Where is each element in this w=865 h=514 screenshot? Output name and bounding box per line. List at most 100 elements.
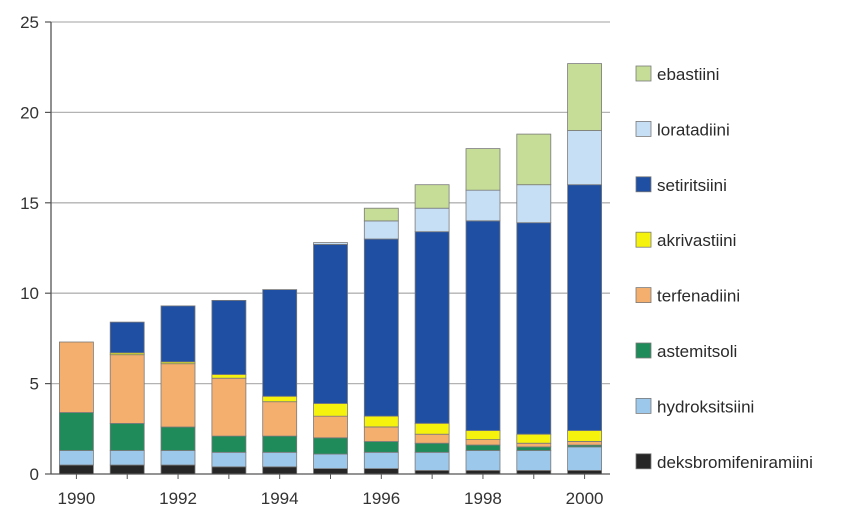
bar-segment (313, 453, 348, 470)
bar-segment (465, 430, 501, 441)
bar-segment (567, 63, 602, 131)
bar-segment (262, 466, 298, 475)
bar-segment (313, 468, 348, 475)
x-axis-ticks: 1990 1992 1994 1996 1998 2000 (57, 474, 604, 508)
bar-segment (262, 401, 298, 437)
y-tick-label: 20 (20, 103, 39, 122)
legend-label: setiritsiini (657, 176, 727, 195)
y-tick-label: 15 (20, 194, 39, 213)
bar-segment (211, 451, 247, 468)
bar-segment (516, 184, 552, 224)
legend-label: hydroksitsiini (657, 397, 754, 416)
bar-segment (109, 321, 145, 354)
bar-segment (313, 403, 348, 417)
bar-segment (211, 299, 247, 375)
bar-segment (465, 450, 501, 471)
bar-segment (313, 243, 348, 404)
bar-segment (465, 220, 501, 431)
legend-swatch (635, 65, 652, 82)
bar-segment (414, 442, 450, 453)
bar-segment (109, 464, 145, 475)
y-axis-ticks: 0 5 10 15 20 25 (20, 13, 51, 484)
bar-segment (516, 450, 552, 471)
bar-segment (59, 412, 94, 451)
bar-segment (109, 354, 145, 424)
bar-segment (59, 341, 94, 413)
bar-segment (262, 451, 298, 468)
bar-segment (516, 446, 552, 451)
bar-segment (363, 451, 399, 469)
bar-segment (160, 450, 196, 466)
legend-label: loratadiini (657, 120, 730, 139)
legend-swatch (635, 121, 652, 137)
bar-segment (516, 442, 552, 448)
bar-segment (465, 189, 501, 222)
bar-segment (160, 426, 196, 451)
bar-segment (211, 435, 247, 453)
legend-swatch (635, 397, 652, 414)
bar-segment (363, 426, 399, 442)
y-tick-label: 25 (20, 13, 39, 32)
bar-segment (211, 466, 247, 475)
x-tick-label: 1998 (464, 489, 502, 508)
bars (59, 63, 602, 475)
bar-segment (567, 446, 602, 471)
legend-swatch (635, 176, 652, 193)
bar-segment (465, 148, 501, 191)
bar-segment (567, 430, 602, 442)
legend-label: ebastiini (657, 65, 719, 84)
bar-segment (160, 363, 196, 428)
bar-segment (313, 437, 348, 455)
bar-segment (109, 422, 145, 451)
bar-segment (465, 444, 501, 451)
bar-segment (262, 395, 298, 403)
y-tick-label: 0 (30, 465, 39, 484)
y-tick-label: 5 (30, 375, 39, 394)
bar-segment (567, 130, 602, 186)
bar-segment (363, 207, 399, 222)
bar-segment (414, 231, 450, 424)
x-tick-label: 1990 (57, 489, 95, 508)
bar-segment (567, 441, 602, 446)
bar-segment (160, 305, 196, 363)
x-tick-label: 1994 (261, 489, 299, 508)
x-tick-label: 1992 (159, 489, 197, 508)
bar-segment (160, 464, 196, 475)
y-tick-label: 10 (20, 284, 39, 303)
bar-segment (414, 422, 450, 435)
legend-label: astemitsoli (657, 342, 737, 361)
bar-segment (211, 374, 247, 379)
bar-segment (363, 220, 399, 240)
bar-segment (313, 415, 348, 439)
bar-segment (414, 451, 450, 471)
bar-segment (262, 289, 298, 397)
bar-segment (414, 184, 450, 209)
bar-segment (516, 433, 552, 444)
bar-segment (414, 433, 450, 444)
legend-swatch (635, 231, 652, 248)
legend-label: akrivastiini (657, 231, 736, 250)
legend-label: deksbromifeniramiini (657, 453, 813, 472)
legend-swatch (635, 342, 652, 359)
bar-segment (414, 207, 450, 233)
legend-swatch (635, 287, 652, 304)
bar-segment (363, 468, 399, 475)
bar-segment (262, 435, 298, 453)
bar-segment (567, 184, 602, 431)
legend: ebastiini loratadiini setiritsiini akrivast… (635, 65, 813, 472)
x-tick-label: 1996 (362, 489, 400, 508)
bar-segment (59, 450, 94, 466)
bar-segment (109, 450, 145, 466)
bar-segment (363, 441, 399, 453)
bar-segment (465, 439, 501, 446)
legend-label: terfenadiini (657, 287, 740, 306)
bar-segment (59, 464, 94, 475)
bar-segment (313, 242, 348, 245)
bar-segment (363, 415, 399, 428)
bar-segment (516, 222, 552, 435)
x-tick-label: 2000 (566, 489, 604, 508)
legend-swatch (635, 453, 652, 470)
bar-segment (211, 377, 247, 437)
bar-segment (516, 133, 552, 186)
